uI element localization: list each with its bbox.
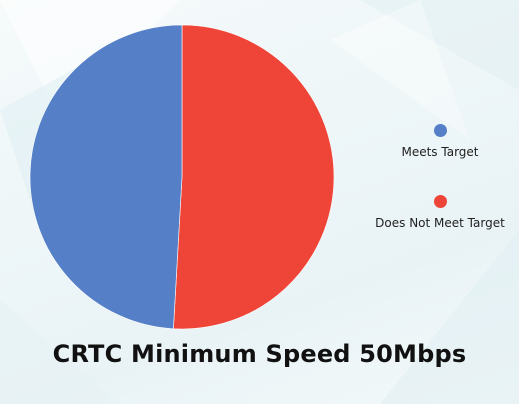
pie-slice-meets-target (29, 24, 183, 330)
legend-label-meets-target: Meets Target (401, 145, 479, 159)
chart-title: CRTC Minimum Speed 50Mbps (52, 340, 467, 368)
pie-slice-does-not-meet-target (173, 24, 335, 330)
legend-item-meets-target: Meets Target (345, 124, 519, 159)
legend-item-does-not-meet-target: Does Not Meet Target (345, 195, 519, 230)
legend-swatch-meets-target (433, 124, 447, 137)
legend-label-does-not-meet-target: Does Not Meet Target (375, 216, 505, 230)
legend-swatch-does-not-meet-target (433, 195, 447, 208)
